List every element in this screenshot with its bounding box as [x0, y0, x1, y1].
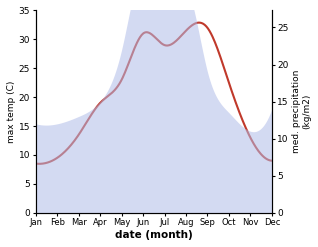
Y-axis label: med. precipitation
(kg/m2): med. precipitation (kg/m2) — [292, 70, 311, 153]
X-axis label: date (month): date (month) — [115, 230, 193, 240]
Y-axis label: max temp (C): max temp (C) — [7, 80, 16, 143]
